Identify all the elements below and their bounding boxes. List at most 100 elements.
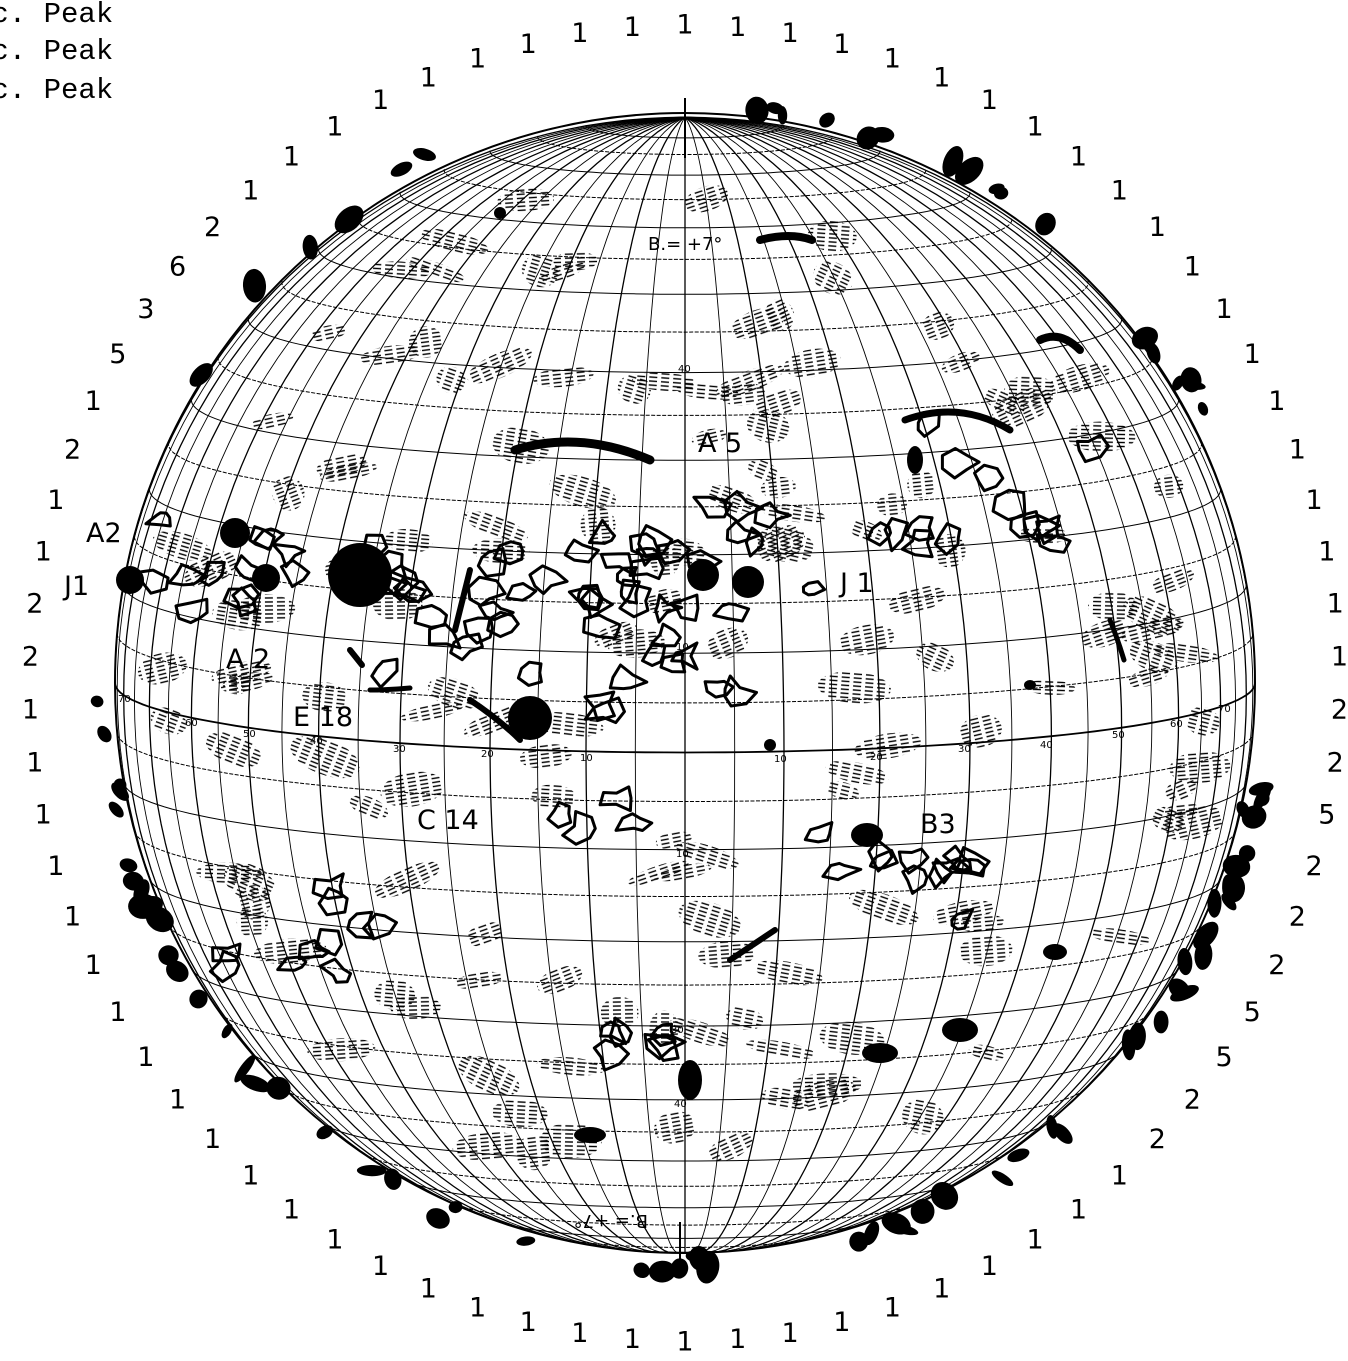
faculae-patch bbox=[536, 1057, 606, 1076]
plage-outline bbox=[948, 846, 991, 876]
filament-blob bbox=[494, 207, 506, 219]
tick-label: 30 bbox=[393, 744, 406, 755]
meridian-line bbox=[684, 116, 881, 1253]
sunspots bbox=[116, 518, 764, 740]
meridian-line bbox=[634, 116, 686, 1253]
filament bbox=[452, 567, 473, 633]
rim-number: 2 bbox=[1306, 851, 1323, 882]
faculae-patch bbox=[888, 586, 945, 614]
faculae-patch bbox=[472, 538, 530, 564]
rim-number: 1 bbox=[571, 18, 588, 49]
plage-outline bbox=[592, 1038, 630, 1072]
limb-prominence bbox=[1223, 860, 1236, 876]
plage-outline bbox=[897, 847, 930, 875]
filament bbox=[756, 232, 816, 244]
faculae-patch bbox=[678, 900, 741, 938]
faculae-patch bbox=[152, 531, 212, 561]
rim-number: 1 bbox=[624, 1324, 641, 1355]
plage-outline bbox=[901, 864, 929, 895]
plage-outline bbox=[883, 516, 909, 553]
rim-number: 1 bbox=[933, 1274, 950, 1305]
faculae-patch bbox=[664, 538, 705, 566]
rim-number: 1 bbox=[782, 18, 799, 49]
limb-prominence bbox=[910, 1198, 935, 1224]
filament-blob bbox=[764, 739, 776, 751]
faculae-patch bbox=[676, 841, 739, 869]
faculae-patch bbox=[748, 459, 778, 481]
parallel-line bbox=[217, 356, 1153, 416]
rim-number: 5 bbox=[109, 339, 126, 370]
limb-prominence bbox=[648, 1260, 676, 1283]
region-labels: A 5 A2 J1 A 2 E 18 J 1 C 14 B3 bbox=[62, 428, 956, 840]
rim-numbers: 1 1 1 1 111111111111111122522255221111111111… bbox=[22, 10, 1348, 1358]
limb-prominence bbox=[1194, 940, 1213, 970]
tick-label: 40 bbox=[1040, 740, 1053, 751]
rim-number: 1 bbox=[1070, 1194, 1087, 1225]
faculae-patch bbox=[902, 1099, 944, 1135]
meridian-line bbox=[684, 116, 1237, 1200]
limb-prominence bbox=[1241, 805, 1267, 829]
rim-number: 1 bbox=[981, 1251, 998, 1282]
rim-number: 1 bbox=[1306, 485, 1323, 516]
north-pole-label: B.= +7° bbox=[648, 234, 722, 255]
faculae-patch bbox=[698, 940, 756, 969]
filament-blob bbox=[862, 1043, 898, 1063]
limb-prominence bbox=[316, 1125, 334, 1140]
plage-outline bbox=[942, 844, 973, 875]
rim-number: 1 bbox=[1268, 386, 1285, 417]
parallel-line bbox=[443, 169, 927, 201]
limb-prominence bbox=[119, 858, 138, 873]
faculae-patch bbox=[669, 1018, 732, 1047]
plage-outline bbox=[222, 583, 261, 610]
faculae-patch bbox=[654, 1111, 696, 1144]
plage-outline bbox=[314, 928, 344, 957]
limb-prominence bbox=[1168, 978, 1190, 999]
faculae-patch bbox=[807, 220, 857, 252]
limb-prominence bbox=[145, 906, 174, 933]
faculae-patch bbox=[463, 511, 528, 542]
plage-outlines bbox=[138, 411, 1111, 1072]
plage-outline bbox=[753, 501, 792, 530]
faculae-patch bbox=[854, 732, 922, 760]
faculae-patch bbox=[1024, 680, 1076, 695]
parallel-line bbox=[399, 191, 971, 229]
tick-label: 50 bbox=[243, 729, 256, 740]
limb-prominence bbox=[189, 363, 213, 387]
faculae-patch bbox=[316, 454, 367, 477]
limb-prominence bbox=[1007, 1148, 1030, 1163]
plage-outline bbox=[649, 1022, 677, 1047]
plage-outline bbox=[248, 525, 276, 551]
rim-number: 1 bbox=[85, 950, 102, 981]
grid-tick-labels: 70 60 50 40 30 20 10 10 20 30 40 50 60 7… bbox=[118, 364, 1231, 1110]
plage-outline bbox=[599, 552, 635, 576]
faculae-patch bbox=[757, 526, 814, 563]
limb-prominence bbox=[90, 695, 104, 708]
plage-outline bbox=[618, 583, 652, 619]
rim-number: 5 bbox=[1318, 800, 1335, 831]
plage-outline bbox=[608, 1016, 633, 1048]
limb-prominence bbox=[1207, 888, 1222, 918]
tick-label: 40 bbox=[310, 736, 323, 747]
region-label: J1 bbox=[62, 571, 89, 602]
faculae-patch bbox=[746, 1039, 816, 1059]
plage-outline bbox=[505, 582, 538, 602]
faculae-patch bbox=[137, 652, 187, 685]
plage-outline bbox=[927, 857, 954, 890]
limb-prominence bbox=[1035, 212, 1056, 236]
limb-prominence bbox=[413, 147, 436, 162]
rim-number: 1 bbox=[884, 44, 901, 75]
faculae-patch bbox=[992, 387, 1052, 429]
sunspot bbox=[687, 559, 719, 591]
parallel-line bbox=[323, 1123, 1047, 1162]
limb-prominence bbox=[108, 801, 124, 818]
rim-number: 1 bbox=[1327, 589, 1344, 620]
faculae-patch bbox=[765, 299, 795, 331]
filament bbox=[901, 408, 1014, 434]
faculae-patch bbox=[746, 409, 790, 443]
parallel-line bbox=[169, 926, 1201, 986]
faculae-patch bbox=[400, 702, 464, 722]
faculae-patch bbox=[360, 344, 422, 366]
plage-outline bbox=[492, 540, 525, 566]
plage-outline bbox=[654, 593, 684, 624]
plage-outline bbox=[587, 518, 617, 545]
